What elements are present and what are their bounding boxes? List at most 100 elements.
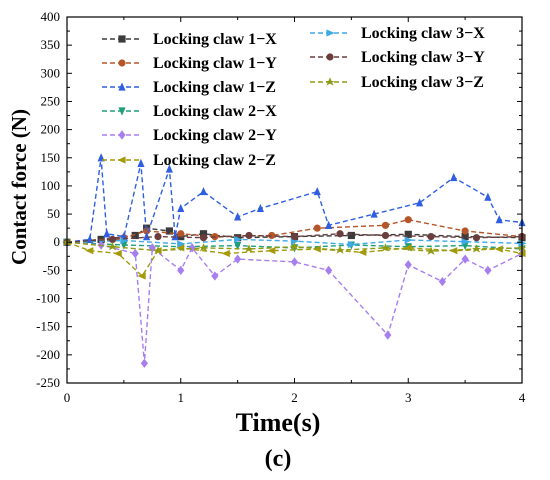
legend-item-7: Locking claw 3−Y: [310, 49, 485, 66]
data-point: [313, 186, 321, 196]
y-axis-title: Contact force (N): [7, 109, 31, 265]
data-point: [199, 186, 208, 196]
data-point: [234, 242, 242, 251]
data-point: [234, 212, 242, 221]
legend-label: Locking claw 2−X: [153, 103, 277, 120]
series-line: [66, 218, 523, 243]
series-4: [63, 237, 526, 368]
legend-label: Locking claw 3−Z: [361, 74, 484, 91]
legend-label: Locking claw 3−X: [361, 25, 485, 42]
data-point: [177, 240, 186, 248]
data-point: [289, 242, 300, 251]
y-tick-label: 50: [47, 206, 60, 221]
y-tick-label: 100: [41, 178, 61, 193]
data-point: [404, 216, 412, 224]
data-point: [117, 156, 126, 164]
series-7: [63, 230, 526, 246]
data-point: [450, 172, 458, 182]
axes: 400 350 300 250 200 150 100 50 0 -50 -100 -150 -200 -…: [36, 9, 526, 405]
data-point: [325, 77, 335, 86]
data-point: [118, 59, 126, 67]
data-point: [118, 107, 126, 116]
data-point: [426, 246, 436, 255]
y-tick-label: -50: [43, 262, 60, 277]
data-point: [404, 236, 413, 244]
data-point: [177, 203, 185, 213]
data-point: [380, 243, 391, 252]
x-tick-label: 0: [64, 390, 71, 405]
y-tick-label: 250: [41, 93, 61, 108]
data-point: [427, 233, 435, 241]
data-point: [404, 230, 412, 238]
panel-label: (c): [265, 446, 292, 472]
legend-item-0: Locking claw 1−X: [102, 31, 277, 48]
data-point: [381, 221, 390, 229]
legend-item-4: Locking claw 2−Y: [102, 127, 277, 144]
y-tick-label: 350: [41, 37, 61, 52]
plot-frame: [66, 16, 523, 384]
data-point: [438, 277, 446, 287]
data-point: [171, 232, 179, 241]
data-point: [347, 231, 355, 240]
data-point: [118, 35, 126, 43]
legend-item-5: Locking claw 2−Z: [102, 152, 276, 169]
data-point: [403, 244, 412, 252]
data-point: [137, 158, 145, 167]
data-point: [461, 254, 469, 264]
data-point: [384, 330, 392, 340]
legend-item-6: Locking claw 3−X: [310, 25, 485, 42]
data-point: [326, 53, 334, 61]
data-point: [244, 244, 254, 253]
data-point: [325, 265, 333, 275]
legend-label: Locking claw 3−Y: [361, 49, 485, 66]
y-tick-label: 150: [41, 150, 61, 165]
y-tick-label: -100: [36, 291, 60, 306]
series-line: [66, 241, 523, 364]
data-point: [484, 265, 492, 275]
data-point: [471, 244, 482, 253]
data-point: [336, 230, 344, 238]
data-point: [143, 232, 151, 241]
data-point: [131, 231, 139, 240]
data-point: [108, 235, 117, 244]
data-point: [120, 236, 129, 245]
series-line: [66, 157, 523, 243]
data-point: [103, 229, 111, 238]
data-point: [461, 227, 469, 235]
x-tick-label: 3: [405, 390, 412, 405]
data-point: [140, 358, 148, 368]
legend-label: Locking claw 1−X: [153, 31, 277, 48]
legend-item-3: Locking claw 2−X: [102, 103, 277, 120]
data-point: [234, 254, 242, 264]
data-point: [495, 215, 503, 224]
data-point: [118, 130, 126, 140]
legend-item-8: Locking claw 3−Z: [310, 74, 484, 91]
y-tick-label: -250: [36, 375, 60, 390]
data-point: [381, 231, 390, 240]
y-tick-label: 400: [41, 9, 61, 24]
data-point: [221, 249, 230, 258]
series-2: [63, 153, 526, 246]
data-point: [472, 234, 481, 242]
data-point: [199, 230, 208, 238]
data-point: [153, 246, 163, 255]
series-layer: [62, 153, 527, 368]
x-tick-label: 4: [519, 390, 526, 405]
legend-item-2: Locking claw 1−Z: [102, 79, 276, 96]
y-tick-label: 200: [41, 122, 61, 137]
data-point: [188, 243, 196, 253]
x-tick-label: 2: [291, 390, 298, 405]
data-point: [198, 243, 209, 252]
data-point: [358, 248, 367, 256]
data-point: [326, 29, 335, 37]
data-point: [461, 233, 469, 241]
data-point: [370, 209, 378, 218]
data-point: [85, 247, 94, 255]
y-tick-label: 300: [41, 65, 61, 80]
data-point: [347, 240, 356, 249]
x-axis-title: Time(s): [236, 408, 321, 437]
data-point: [245, 231, 253, 240]
data-point: [131, 248, 139, 259]
data-point: [484, 192, 492, 201]
